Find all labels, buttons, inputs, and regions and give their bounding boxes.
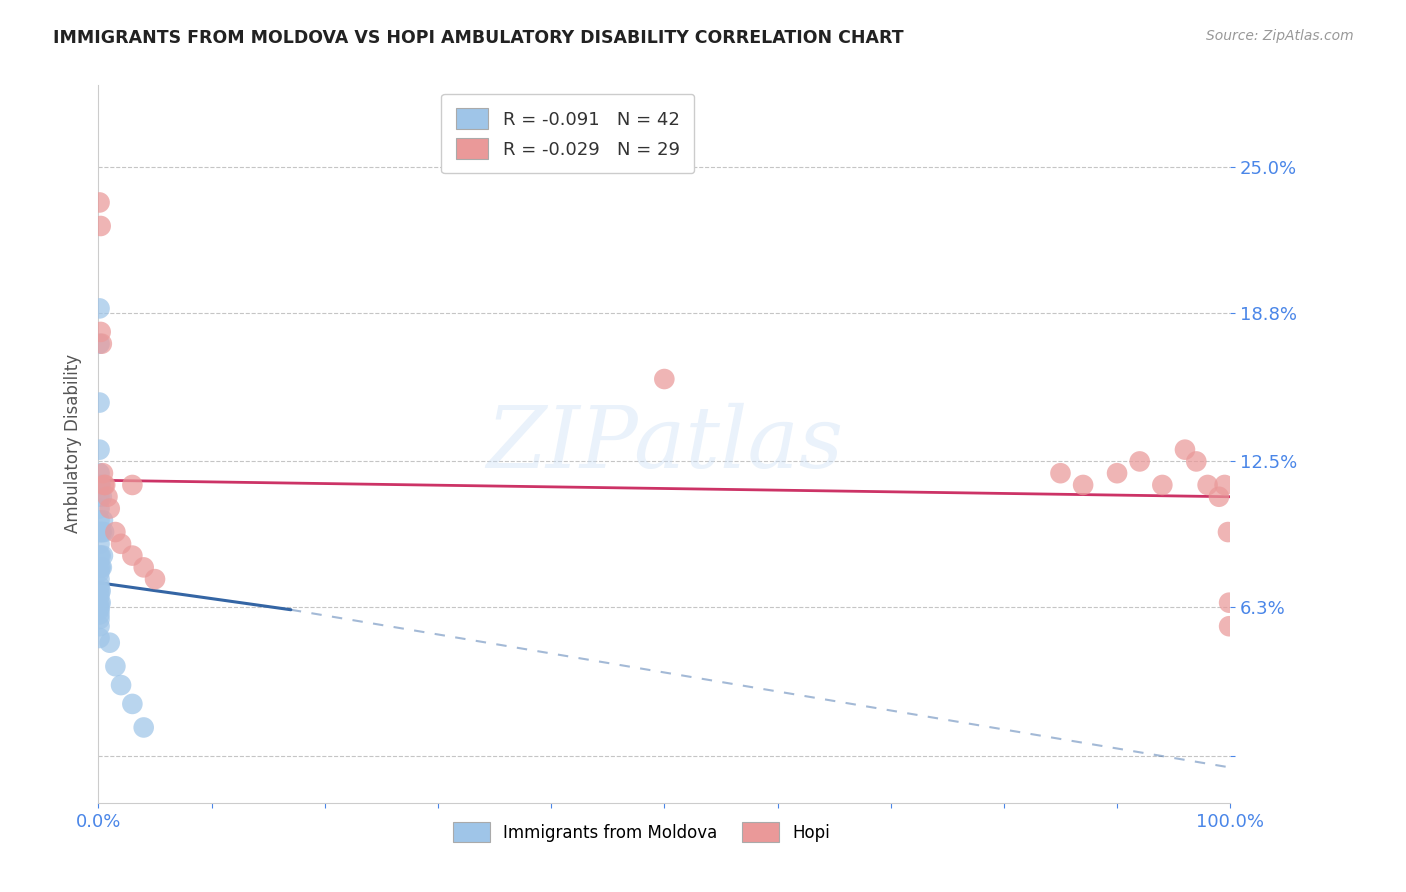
Point (1218, 619, 1240, 633)
Point (90, 560, 112, 574)
Point (90, 524, 112, 539)
Point (121, 478, 143, 492)
Point (132, 560, 155, 574)
Point (90, 549, 112, 563)
Point (1213, 478, 1236, 492)
Point (104, 659, 127, 673)
Point (89, 565, 111, 579)
Point (1152, 478, 1174, 492)
Point (89, 607, 111, 622)
Point (89, 395, 111, 409)
Point (89, 560, 111, 574)
Point (91, 549, 114, 563)
Point (98, 501, 121, 516)
Point (121, 549, 143, 563)
Point (652, 372, 676, 386)
Point (89, 490, 111, 504)
Point (121, 697, 143, 711)
Point (90, 490, 112, 504)
Point (89, 572, 111, 586)
Point (90, 219, 112, 233)
Point (1174, 442, 1197, 457)
Point (104, 524, 127, 539)
Point (90, 325, 112, 339)
Point (132, 721, 155, 735)
Point (89, 195, 111, 210)
Point (91, 466, 114, 480)
Point (89, 513, 111, 527)
Point (89, 612, 111, 626)
Point (90, 478, 112, 492)
Point (89, 336, 111, 351)
Point (89, 600, 111, 615)
Point (93, 524, 115, 539)
Point (89, 524, 111, 539)
Point (1216, 524, 1239, 539)
Point (89, 537, 111, 551)
Point (1071, 478, 1094, 492)
Point (96, 490, 118, 504)
Point (93, 478, 115, 492)
Point (110, 537, 132, 551)
Point (1208, 490, 1230, 504)
Point (89, 579, 111, 593)
Point (90, 336, 112, 351)
Point (1107, 466, 1129, 480)
Point (94, 478, 117, 492)
Text: Source: ZipAtlas.com: Source: ZipAtlas.com (1206, 29, 1354, 43)
Point (89, 466, 111, 480)
Legend: Immigrants from Moldova, Hopi: Immigrants from Moldova, Hopi (447, 816, 837, 848)
Point (89, 442, 111, 457)
Point (89, 596, 111, 610)
Point (89, 583, 111, 598)
Text: ZIPatlas: ZIPatlas (485, 402, 844, 485)
Point (89, 631, 111, 645)
Point (89, 301, 111, 316)
Point (91, 513, 114, 527)
Text: IMMIGRANTS FROM MOLDOVA VS HOPI AMBULATORY DISABILITY CORRELATION CHART: IMMIGRANTS FROM MOLDOVA VS HOPI AMBULATO… (53, 29, 904, 46)
Point (1185, 454, 1208, 468)
Point (110, 678, 132, 692)
Point (89, 589, 111, 603)
Point (89, 619, 111, 633)
Point (1049, 466, 1071, 480)
Point (89, 478, 111, 492)
Point (90, 583, 112, 598)
Point (90, 524, 112, 539)
Point (89, 501, 111, 516)
Point (143, 572, 166, 586)
Point (1218, 596, 1240, 610)
Point (90, 560, 112, 574)
Point (89, 549, 111, 563)
Point (1129, 454, 1152, 468)
Point (89, 603, 111, 617)
Point (1197, 478, 1219, 492)
Point (90, 596, 112, 610)
Point (98, 636, 121, 650)
Y-axis label: Ambulatory Disability: Ambulatory Disability (63, 354, 82, 533)
